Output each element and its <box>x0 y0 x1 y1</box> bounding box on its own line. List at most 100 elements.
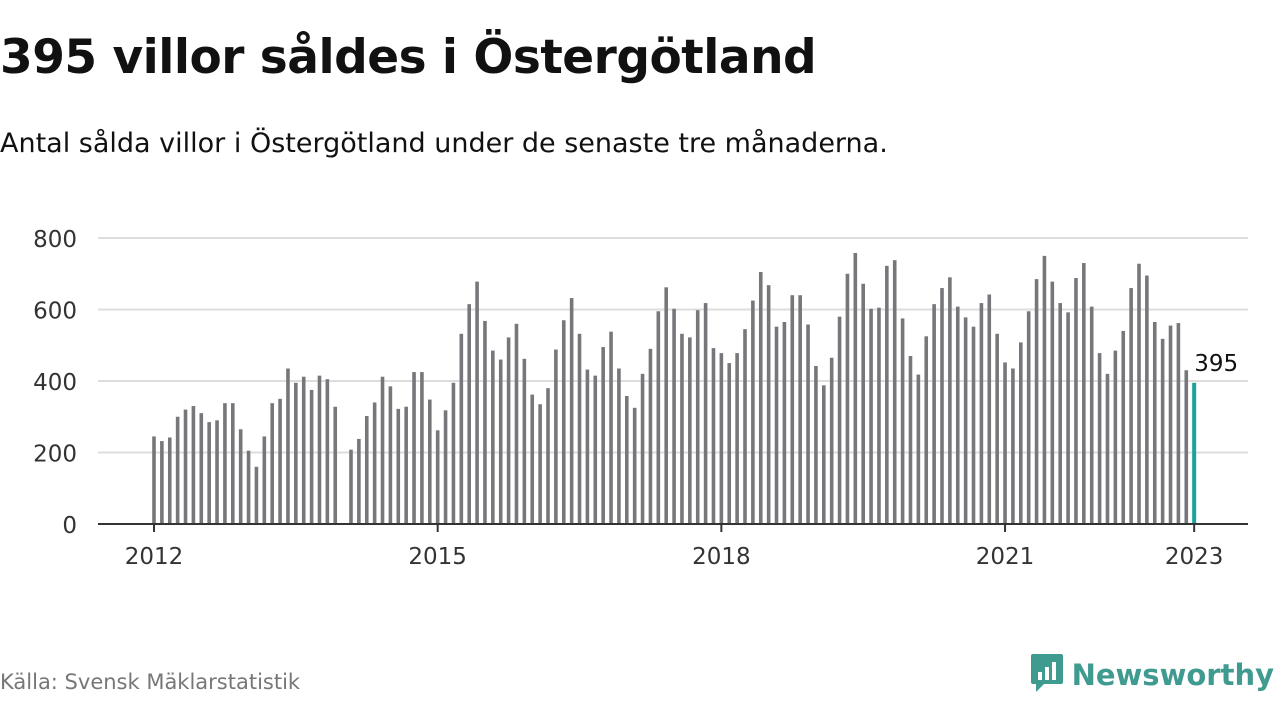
bar <box>798 295 802 524</box>
bar <box>357 438 361 524</box>
bar <box>853 253 858 524</box>
bar <box>1184 370 1189 524</box>
bar <box>648 348 653 524</box>
bar <box>420 372 424 524</box>
bar <box>1145 275 1149 524</box>
bar <box>963 317 968 524</box>
x-tick-label: 2015 <box>408 544 467 570</box>
highlight-value-label: 395 <box>1194 351 1238 377</box>
chart-title: 395 villor såldes i Östergötland <box>0 30 817 85</box>
bar <box>467 304 471 524</box>
bar <box>388 386 393 524</box>
bar <box>412 372 416 524</box>
bar <box>475 281 479 524</box>
bar <box>1066 312 1070 524</box>
bar <box>530 394 535 524</box>
bar <box>995 333 999 524</box>
bar <box>207 422 211 524</box>
bar <box>743 329 747 524</box>
bar <box>1113 350 1118 524</box>
bar <box>845 273 850 524</box>
bar <box>459 333 464 524</box>
bar <box>491 350 495 524</box>
x-tick-label: 2012 <box>125 544 184 570</box>
bar <box>1105 373 1110 524</box>
y-tick-label: 600 <box>33 299 77 325</box>
y-tick-label: 800 <box>33 227 77 253</box>
bar <box>428 399 432 524</box>
bar <box>1176 323 1181 524</box>
bar <box>837 316 842 524</box>
bar <box>1097 353 1102 524</box>
bar <box>183 409 188 524</box>
bar <box>1019 342 1023 524</box>
bar <box>987 294 992 524</box>
data-labels: 395 <box>1192 348 1241 379</box>
bar <box>364 416 369 524</box>
bar <box>632 407 637 524</box>
bar <box>215 420 219 524</box>
bar <box>554 349 558 524</box>
bar <box>672 308 676 524</box>
bar <box>609 331 613 524</box>
bar <box>1152 322 1157 524</box>
bar <box>625 396 629 524</box>
bar <box>167 437 172 524</box>
bar <box>1082 263 1086 524</box>
x-tick-label: 2023 <box>1165 544 1224 570</box>
bar <box>333 406 338 524</box>
y-tick-label: 400 <box>33 370 77 396</box>
bar <box>1121 330 1126 524</box>
bar <box>948 277 952 524</box>
bar <box>262 436 267 524</box>
y-axis-ticks: 0 200 400 600 800 <box>33 227 77 539</box>
bar <box>160 441 164 524</box>
bar <box>435 430 440 524</box>
bar <box>861 283 865 524</box>
bar <box>908 355 913 524</box>
bar <box>601 347 605 524</box>
bar <box>1160 338 1165 524</box>
bar <box>703 303 708 524</box>
bar <box>782 322 787 524</box>
bar <box>278 398 282 524</box>
bar <box>719 353 724 524</box>
bar <box>916 374 921 524</box>
bar <box>1042 255 1047 524</box>
bar <box>711 348 716 524</box>
bar <box>451 382 456 524</box>
bar <box>695 310 700 524</box>
bar <box>1050 281 1055 524</box>
bar <box>325 379 330 524</box>
bar <box>585 369 590 524</box>
bar <box>538 404 542 524</box>
bar <box>294 382 298 524</box>
bar <box>979 303 984 524</box>
bar <box>301 376 306 524</box>
brand-logo[interactable]: Newsworthy <box>1030 652 1274 698</box>
bar <box>822 385 826 524</box>
bar <box>877 307 881 524</box>
brand-name: Newsworthy <box>1071 658 1274 692</box>
bar <box>1011 368 1015 524</box>
bar <box>900 318 905 524</box>
bar <box>1034 279 1039 524</box>
bar <box>286 368 290 524</box>
bar <box>396 408 401 524</box>
bar <box>238 429 243 524</box>
bar <box>758 271 763 524</box>
bar <box>924 336 929 524</box>
bar <box>231 403 235 524</box>
bar <box>317 375 322 524</box>
bar <box>727 363 732 524</box>
bar <box>885 265 889 524</box>
bar <box>270 403 274 524</box>
chart-subtitle: Antal sålda villor i Östergötland under … <box>0 128 888 159</box>
y-tick-label: 0 <box>62 513 77 539</box>
bar <box>254 466 259 524</box>
bar <box>932 304 936 524</box>
bar <box>443 410 448 524</box>
bar <box>1026 311 1031 524</box>
bar <box>483 320 487 524</box>
bar <box>656 311 661 524</box>
